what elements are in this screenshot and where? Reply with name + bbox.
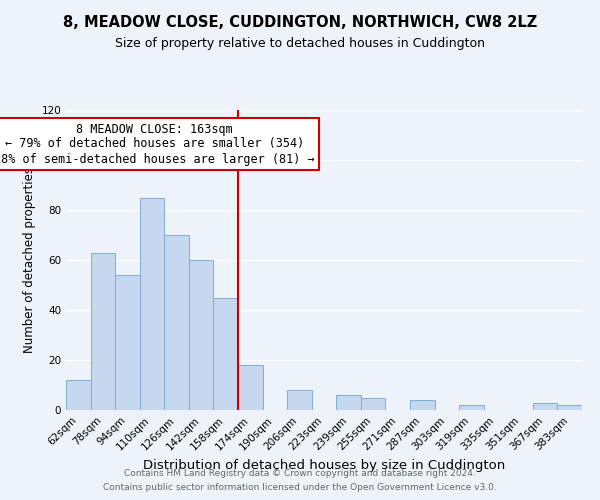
Bar xyxy=(336,395,361,410)
Bar xyxy=(214,298,238,410)
Bar xyxy=(91,252,115,410)
Bar xyxy=(459,405,484,410)
Bar xyxy=(410,400,434,410)
Text: Size of property relative to detached houses in Cuddington: Size of property relative to detached ho… xyxy=(115,38,485,51)
Bar xyxy=(140,198,164,410)
Text: 8 MEADOW CLOSE: 163sqm
← 79% of detached houses are smaller (354)
18% of semi-de: 8 MEADOW CLOSE: 163sqm ← 79% of detached… xyxy=(0,122,315,166)
X-axis label: Distribution of detached houses by size in Cuddington: Distribution of detached houses by size … xyxy=(143,458,505,471)
Bar xyxy=(238,365,263,410)
Bar xyxy=(164,235,189,410)
Bar xyxy=(361,398,385,410)
Bar xyxy=(115,275,140,410)
Text: Contains public sector information licensed under the Open Government Licence v3: Contains public sector information licen… xyxy=(103,484,497,492)
Bar xyxy=(533,402,557,410)
Bar xyxy=(189,260,214,410)
Bar xyxy=(287,390,312,410)
Bar xyxy=(66,380,91,410)
Y-axis label: Number of detached properties: Number of detached properties xyxy=(23,167,36,353)
Text: Contains HM Land Registry data © Crown copyright and database right 2024.: Contains HM Land Registry data © Crown c… xyxy=(124,468,476,477)
Text: 8, MEADOW CLOSE, CUDDINGTON, NORTHWICH, CW8 2LZ: 8, MEADOW CLOSE, CUDDINGTON, NORTHWICH, … xyxy=(63,15,537,30)
Bar xyxy=(557,405,582,410)
